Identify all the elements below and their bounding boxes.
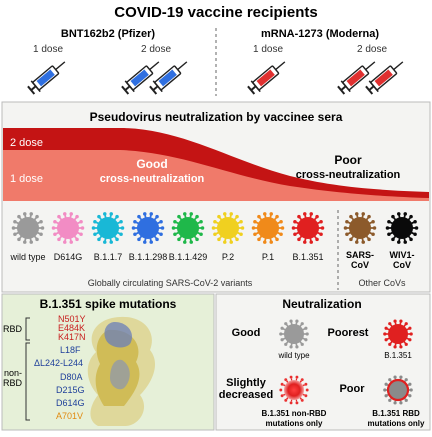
two-dose-band-label: 2 dose	[10, 137, 43, 149]
variant-label: B.1.1.429	[169, 252, 208, 262]
variant-virus-icon	[131, 212, 165, 244]
pfizer-label: BNT162b2 (Pfizer)	[61, 28, 155, 40]
summary-panel: Neutralization Good wild type Poorest B.…	[215, 293, 431, 431]
summary-poor-label: Poor	[339, 383, 365, 395]
page-title: COVID-19 vaccine recipients	[114, 4, 317, 21]
variant-label: B.1.1.298	[129, 252, 168, 262]
variant-label: B.1.351	[292, 252, 323, 262]
rbd-label: RBD	[3, 324, 23, 334]
rbd-bracket	[25, 317, 30, 341]
variant-label: P.2	[222, 252, 234, 262]
summary-good-caption: wild type	[277, 351, 310, 360]
non-rbd-mutation-label: D614G	[56, 398, 85, 408]
variant-virus-icon	[11, 212, 45, 244]
poor-label: Poor	[334, 153, 362, 167]
non-rbd-mutation-label: ΔL242-L244	[34, 358, 83, 368]
variant-virus-icon	[171, 212, 205, 244]
spike-protein-illustration	[87, 316, 156, 426]
good-label: Good	[136, 157, 167, 171]
summary-poorest-label: Poorest	[328, 327, 369, 339]
variant-virus-icon	[251, 212, 285, 244]
summary-poorest-caption: B.1.351	[384, 351, 412, 360]
moderna-dose1-label: 1 dose	[253, 44, 283, 55]
variant-label: P.1	[262, 252, 274, 262]
moderna-label: mRNA-1273 (Moderna)	[261, 28, 379, 40]
non-rbd-mutation-label: D215G	[56, 385, 85, 395]
one-dose-band-label: 1 dose	[10, 173, 43, 185]
summary-slight-caption-line1: B.1.351 non-RBD	[262, 409, 327, 418]
wild-type-virus-icon	[279, 319, 309, 349]
pfizer-dose2-label: 2 dose	[141, 44, 171, 55]
variant-label: wild type	[9, 252, 45, 262]
non-rbd-mutation-label: D80A	[60, 372, 83, 382]
non-rbd-bracket	[25, 342, 30, 421]
variant-virus-icon	[211, 212, 245, 244]
non-rbd-label-line1: non-	[4, 368, 22, 378]
pfizer-dose1-syringe-icon	[27, 61, 66, 95]
rbd-mutation-label: K417N	[58, 332, 86, 342]
non-rbd-mutation-label: L18F	[60, 345, 81, 355]
variant-virus-icon	[51, 212, 85, 244]
other-cov-label: CoV	[393, 260, 411, 270]
b1351-non-rbd-virus-icon	[279, 375, 309, 405]
pfizer-dose1-label: 1 dose	[33, 44, 63, 55]
pfizer-dose2-syringe-icon-a	[121, 61, 160, 95]
summary-panel-bg	[215, 293, 431, 431]
other-cov-virus-icon	[385, 212, 419, 244]
mutations-panel-title: B.1.351 spike mutations	[40, 297, 177, 311]
moderna-dose2-syringe-icon-a	[337, 61, 376, 95]
pfizer-dose2-syringe-icon-b	[149, 61, 188, 95]
other-covs-caption: Other CoVs	[358, 278, 406, 288]
other-cov-virus-icon	[343, 212, 377, 244]
one-dose-band	[3, 150, 429, 201]
summary-slight-caption-line2: mutations only	[266, 419, 323, 428]
moderna-dose2-syringe-icon-b	[365, 61, 404, 95]
rbd-mutation-label: E484K	[58, 323, 85, 333]
variant-virus-icon	[291, 212, 325, 244]
summary-slight-label-line1: Slightly	[226, 377, 267, 389]
good-sub-label: cross-neutralization	[100, 173, 205, 185]
variant-label: B.1.1.7	[94, 252, 123, 262]
non-rbd-label-line2: RBD	[3, 378, 23, 388]
other-cov-label: WIV1-	[389, 250, 414, 260]
variant-virus-icon	[91, 212, 125, 244]
b1351-rbd-virus-icon	[383, 375, 413, 405]
circulating-caption: Globally circulating SARS-CoV-2 variants	[88, 278, 253, 288]
mutations-panel: B.1.351 spike mutations RBD non- RBD N50…	[1, 293, 215, 431]
header: COVID-19 vaccine recipients BNT162b2 (Pf…	[27, 4, 404, 96]
summary-good-label: Good	[232, 327, 261, 339]
other-cov-label: CoV	[351, 260, 369, 270]
other-cov-label: SARS-	[346, 250, 374, 260]
moderna-dose2-label: 2 dose	[357, 44, 387, 55]
rbd-mutation-label: N501Y	[58, 314, 86, 324]
neutralization-panel: Pseudovirus neutralization by vaccinee s…	[1, 101, 431, 293]
summary-poor-caption-line1: B.1.351 RBD	[372, 409, 420, 418]
summary-poor-caption-line2: mutations only	[368, 419, 425, 428]
poor-sub-label: cross-neutralization	[296, 169, 401, 181]
neutralization-panel-title: Pseudovirus neutralization by vaccinee s…	[90, 110, 343, 124]
b1351-virus-icon	[383, 319, 413, 349]
non-rbd-mutation-label: A701V	[56, 411, 83, 421]
variant-label: D614G	[54, 252, 83, 262]
summary-slight-label-line2: decreased	[219, 389, 273, 401]
moderna-dose1-syringe-icon	[247, 61, 286, 95]
summary-panel-title: Neutralization	[282, 297, 361, 311]
